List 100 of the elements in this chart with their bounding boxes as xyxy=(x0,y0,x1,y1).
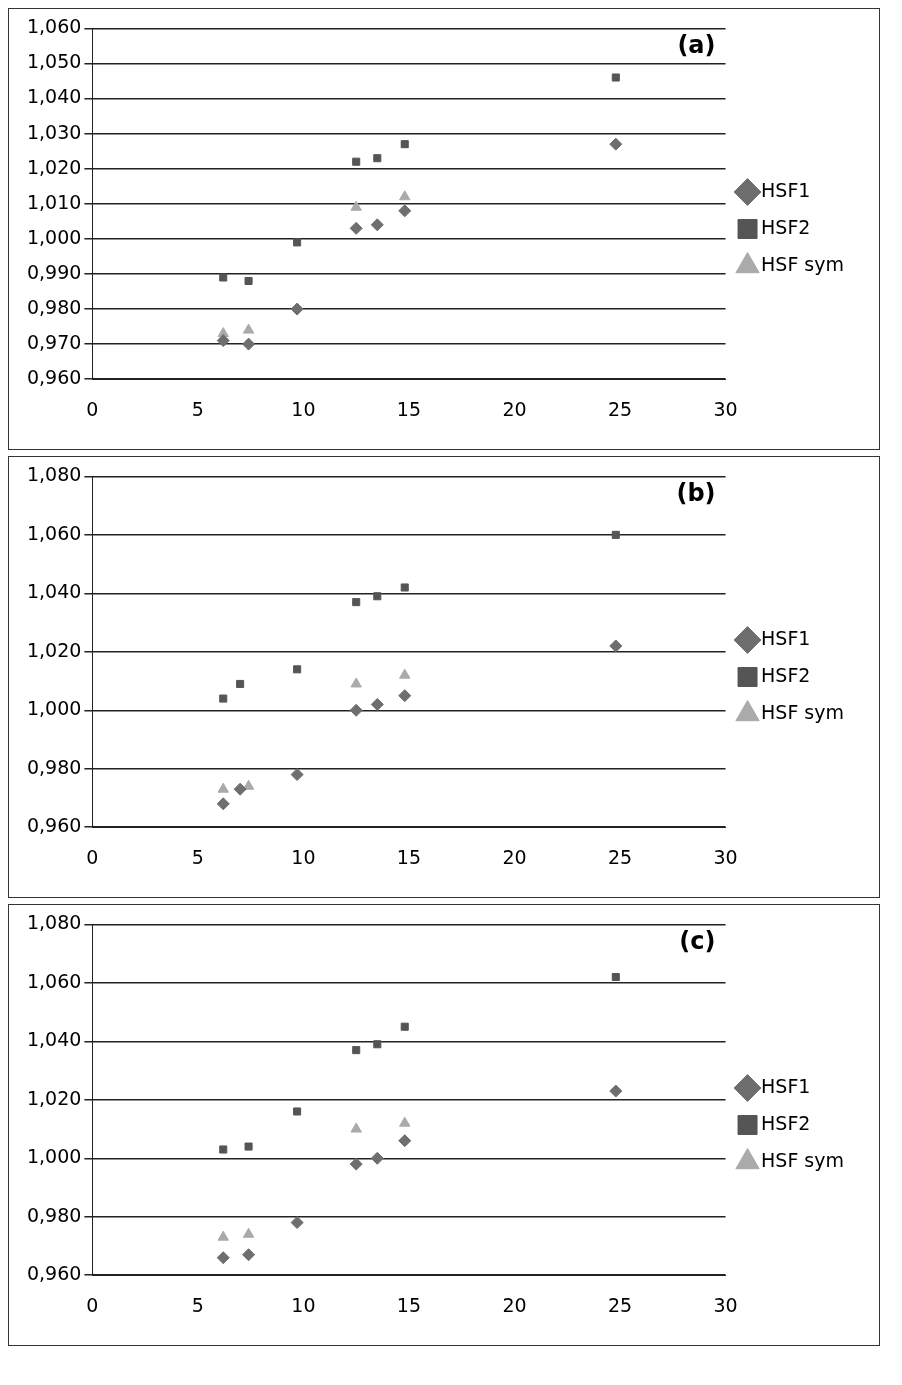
point xyxy=(611,972,620,982)
point xyxy=(398,689,412,703)
y-tick-label: 0,980 xyxy=(26,1203,82,1226)
point xyxy=(242,323,255,334)
legend-label: HSF sym xyxy=(761,1148,844,1171)
point xyxy=(399,1116,411,1127)
y-tick-label: 1,000 xyxy=(26,1145,82,1168)
point xyxy=(216,797,230,811)
point xyxy=(350,677,362,688)
point xyxy=(352,598,361,607)
point xyxy=(233,782,247,796)
point xyxy=(290,302,304,316)
point xyxy=(350,200,362,211)
point xyxy=(244,1142,253,1151)
point xyxy=(217,1230,229,1241)
point xyxy=(293,238,302,247)
point xyxy=(242,1227,255,1238)
point xyxy=(370,218,384,232)
x-tick-label: 5 xyxy=(191,397,204,420)
point xyxy=(236,679,245,688)
y-tick-label: 1,040 xyxy=(26,85,82,108)
legend-label: HSF1 xyxy=(761,178,811,201)
point xyxy=(609,1084,623,1098)
x-tick-label: 5 xyxy=(191,1293,204,1316)
point xyxy=(242,337,256,351)
x-tick-label: 15 xyxy=(396,397,422,420)
point xyxy=(217,782,229,793)
point xyxy=(293,665,302,674)
legend-label: HSF sym xyxy=(761,252,844,275)
y-tick-label: 1,030 xyxy=(26,120,82,143)
point xyxy=(400,583,409,592)
x-tick-label: 15 xyxy=(396,1293,422,1316)
x-tick-label: 0 xyxy=(86,845,99,868)
point xyxy=(219,273,228,282)
point xyxy=(399,190,411,201)
point xyxy=(352,157,361,166)
y-tick-label: 0,960 xyxy=(26,814,82,837)
point xyxy=(216,1251,230,1265)
y-tick-label: 1,000 xyxy=(26,225,82,248)
point xyxy=(350,1122,362,1133)
x-tick-label: 10 xyxy=(291,397,316,420)
y-tick-label: 0,990 xyxy=(26,260,82,283)
point xyxy=(290,1216,304,1230)
x-tick-label: 10 xyxy=(291,1293,316,1316)
y-tick-label: 0,960 xyxy=(26,366,82,389)
point xyxy=(400,1022,409,1031)
y-tick-label: 1,040 xyxy=(26,1028,82,1051)
y-tick-label: 1,020 xyxy=(26,1086,82,1109)
x-tick-label: 20 xyxy=(502,845,527,868)
annotation: (b) xyxy=(676,478,716,507)
y-tick-label: 1,010 xyxy=(26,190,82,213)
y-tick-label: 1,000 xyxy=(26,697,82,720)
annotation: (a) xyxy=(677,30,716,59)
point xyxy=(373,592,382,601)
x-tick-label: 15 xyxy=(396,845,422,868)
point xyxy=(370,1151,384,1165)
point xyxy=(216,334,230,348)
point xyxy=(244,276,253,286)
y-tick-label: 1,060 xyxy=(26,969,82,992)
point xyxy=(611,530,620,539)
point xyxy=(611,73,620,82)
x-tick-label: 25 xyxy=(607,1293,633,1316)
y-tick-label: 1,080 xyxy=(26,463,82,486)
y-tick-label: 1,060 xyxy=(26,15,82,38)
x-tick-label: 25 xyxy=(607,845,633,868)
point xyxy=(609,137,623,151)
y-tick-label: 0,970 xyxy=(26,331,82,354)
point xyxy=(219,1145,228,1154)
y-tick-label: 1,040 xyxy=(26,580,82,603)
y-tick-label: 1,020 xyxy=(26,638,82,661)
point xyxy=(399,668,411,679)
x-tick-label: 30 xyxy=(713,397,738,420)
point xyxy=(293,1107,302,1116)
point xyxy=(219,694,228,703)
legend-label: HSF2 xyxy=(761,215,811,238)
x-tick-label: 20 xyxy=(502,397,527,420)
point xyxy=(349,703,363,717)
point xyxy=(349,221,363,235)
point xyxy=(352,1046,361,1055)
legend-label: HSF sym xyxy=(761,700,844,723)
y-tick-label: 1,060 xyxy=(26,521,82,544)
x-tick-label: 5 xyxy=(191,845,204,868)
y-tick-label: 1,080 xyxy=(26,911,82,934)
point xyxy=(373,1040,382,1049)
x-tick-label: 0 xyxy=(86,1293,99,1316)
point xyxy=(290,768,304,782)
legend-label: HSF1 xyxy=(761,1074,811,1097)
point xyxy=(400,140,409,149)
point xyxy=(242,1248,256,1262)
legend-label: HSF1 xyxy=(761,626,811,649)
x-tick-label: 20 xyxy=(502,1293,527,1316)
point xyxy=(398,1134,412,1148)
annotation: (c) xyxy=(679,926,716,955)
x-tick-label: 10 xyxy=(291,845,316,868)
y-tick-label: 1,050 xyxy=(26,50,82,73)
x-tick-label: 0 xyxy=(86,397,99,420)
legend-label: HSF2 xyxy=(761,663,811,686)
point xyxy=(373,154,382,163)
point xyxy=(398,204,412,218)
point xyxy=(349,1157,363,1171)
